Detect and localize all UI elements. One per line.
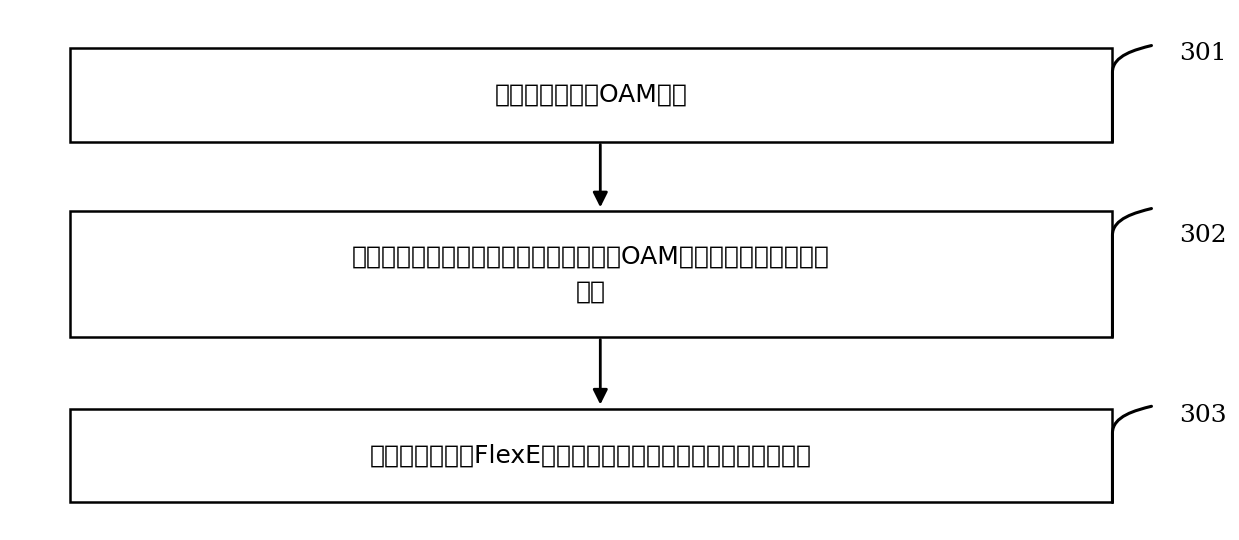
FancyBboxPatch shape [69,48,1113,141]
Text: 301: 301 [1180,42,1227,65]
Text: 务流: 务流 [576,279,606,303]
Text: 根据灵活以太网FlexE协议将所述承载客户业务流发送至接收端: 根据灵活以太网FlexE协议将所述承载客户业务流发送至接收端 [370,444,812,468]
Text: 302: 302 [1180,224,1227,247]
FancyBboxPatch shape [69,409,1113,503]
Text: 生成客户业务的OAM信息: 生成客户业务的OAM信息 [494,83,688,107]
Text: 在原始客户业务流中插入所述客户业务的OAM信息，得到承载客户业: 在原始客户业务流中插入所述客户业务的OAM信息，得到承载客户业 [352,245,830,268]
FancyBboxPatch shape [69,211,1113,337]
Text: 303: 303 [1180,404,1227,427]
